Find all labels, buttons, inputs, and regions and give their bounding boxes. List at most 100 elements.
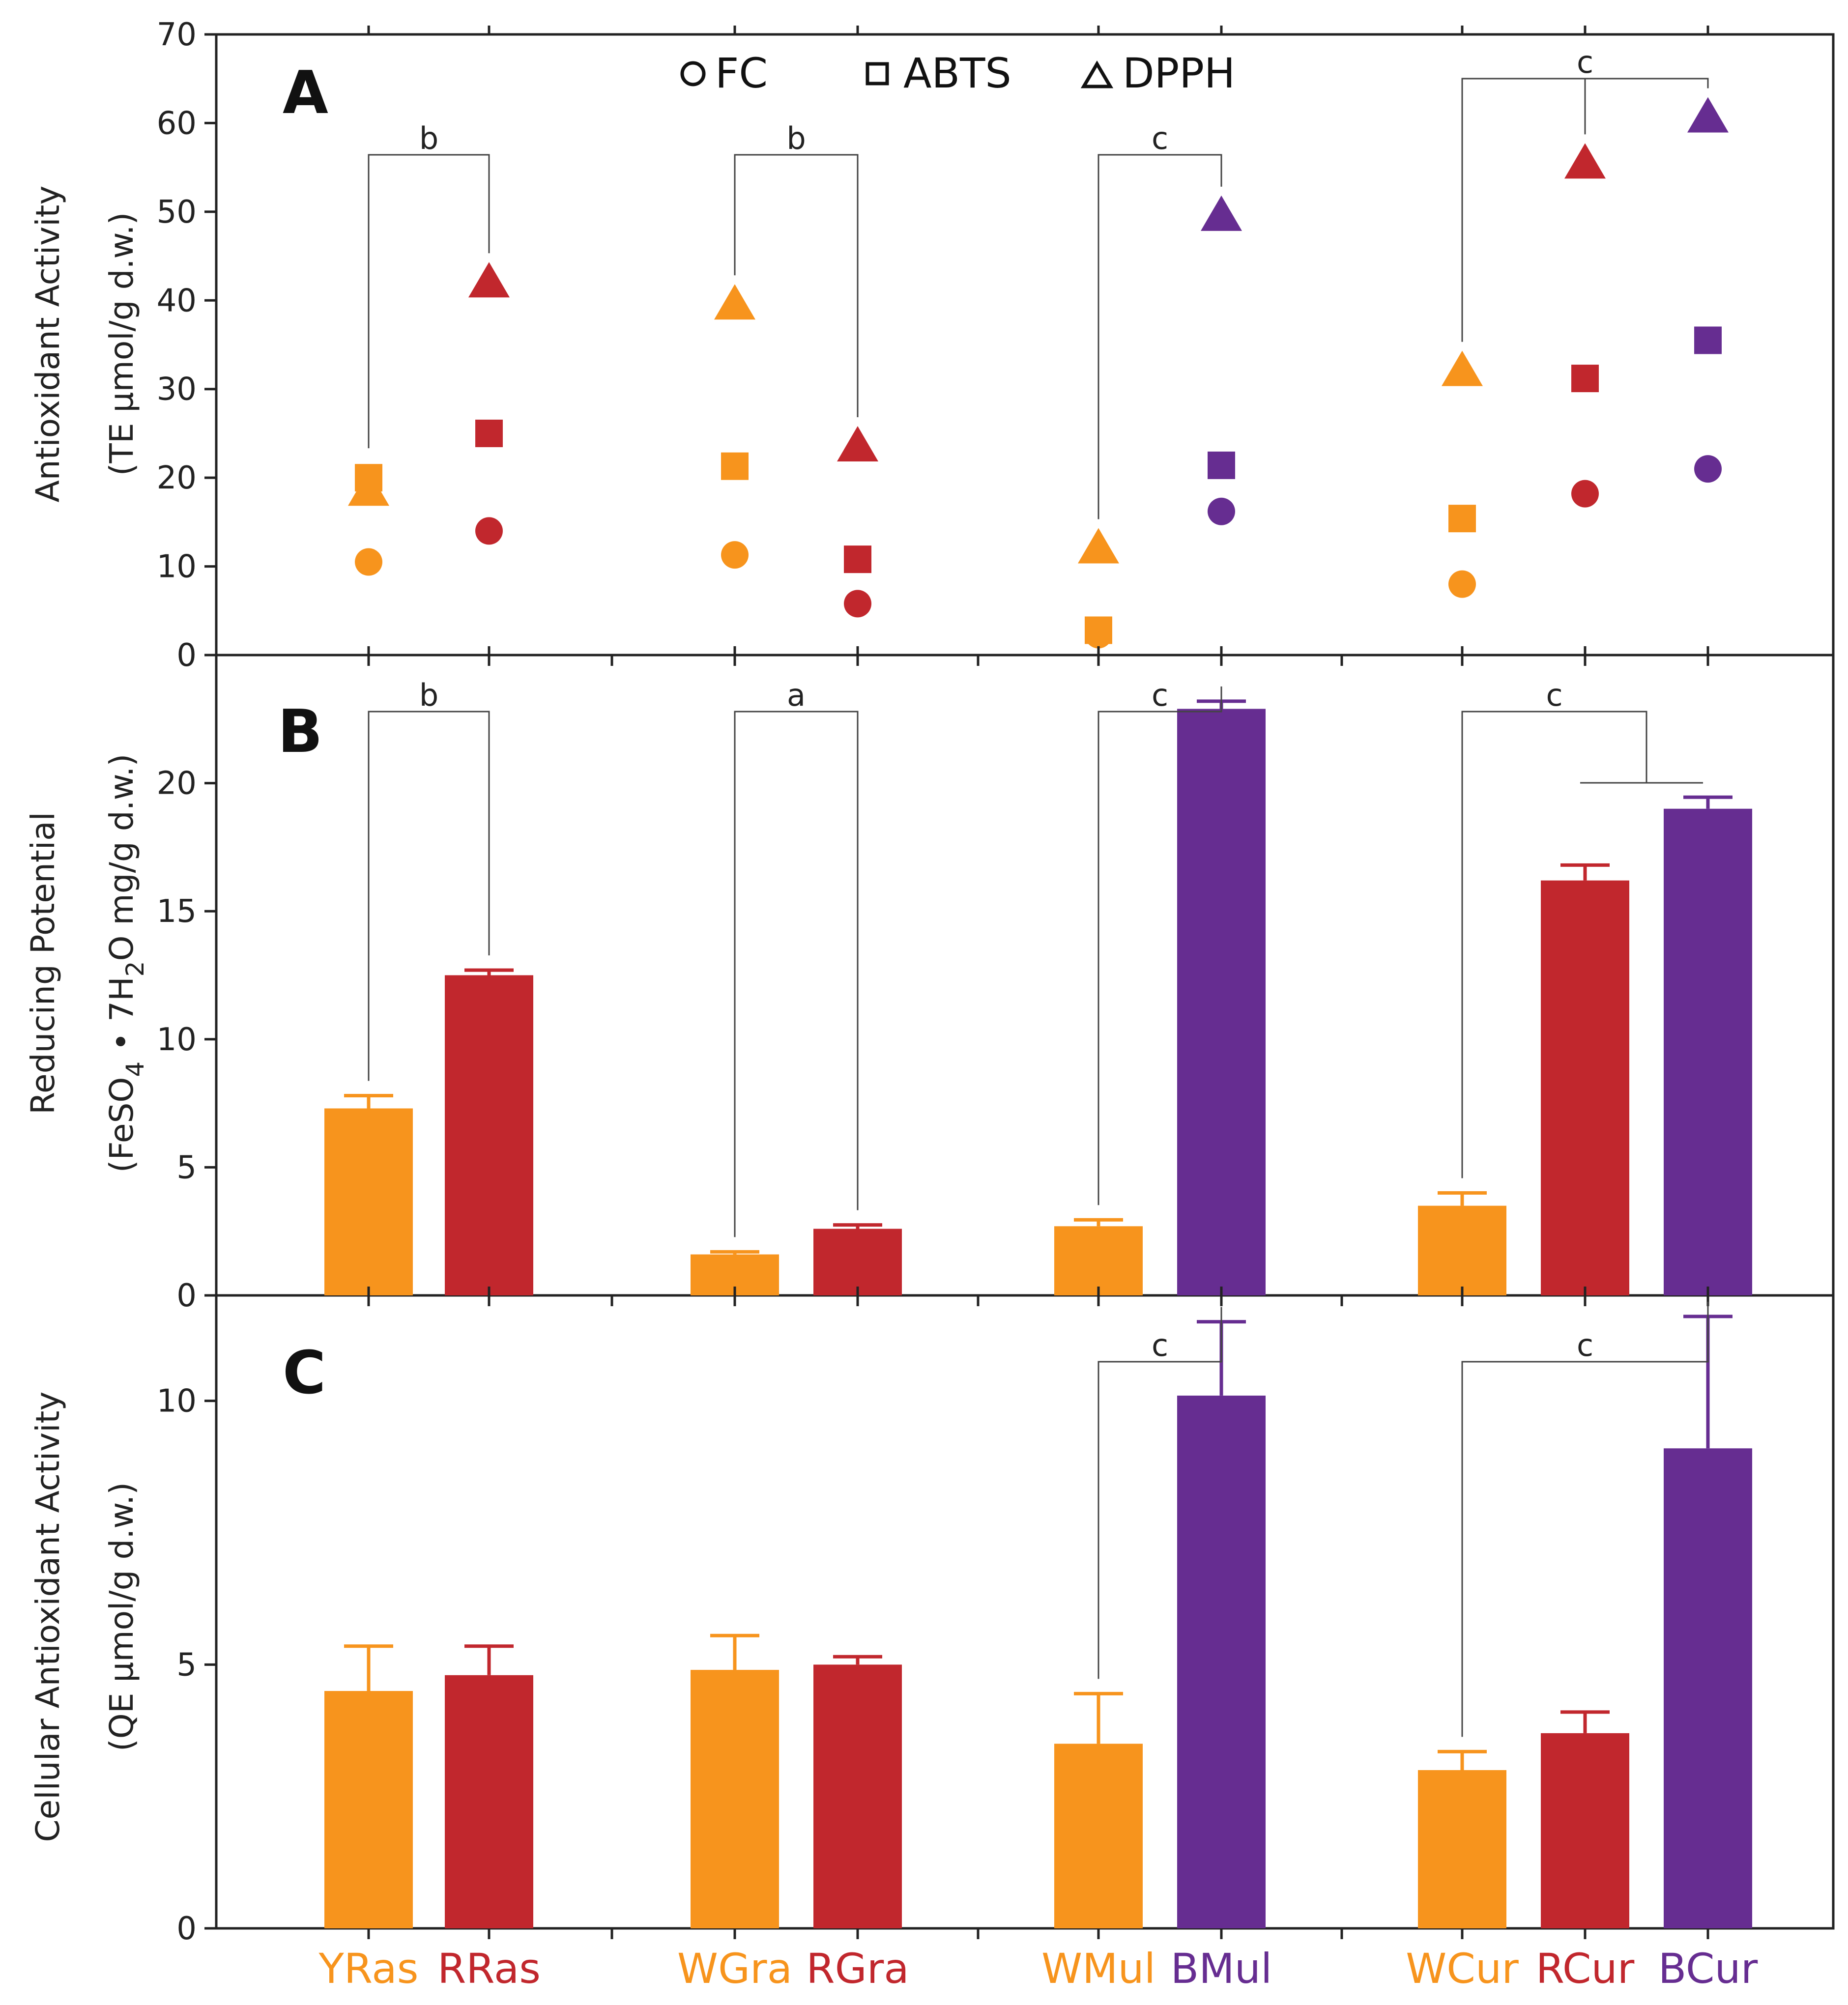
panel-a-ytick-label: 70 (157, 17, 197, 53)
category-label-wmul: WMul (1041, 1945, 1155, 1993)
panel-a-ytick-label: 40 (157, 283, 197, 319)
panel-c-bar-wmul (1054, 1744, 1143, 1928)
panel-a-abts-point (844, 545, 871, 573)
legend-triangle-icon (1080, 60, 1114, 88)
panel-a-sig-letter: b (786, 120, 806, 156)
panel-letter-a: A (283, 59, 328, 127)
panel-letter-b: B (278, 698, 322, 766)
panel-a-ylabel-line2: (TE μmol/g d.w.) (103, 212, 141, 476)
panel-a-sig-letter: c (1577, 44, 1593, 80)
panel-c-sig-bracket (1461, 1301, 1709, 1737)
legend-dpph-label: DPPH (1123, 49, 1235, 97)
panel-b-sig-bracket (1461, 711, 1647, 1178)
panel-a-dpph-point (837, 426, 878, 461)
panel-b-ytick-label: 5 (176, 1149, 197, 1186)
panel-a-abts-point (1571, 365, 1599, 393)
panel-c-ytick-label: 5 (176, 1647, 197, 1683)
panel-a-fc-point (355, 548, 382, 576)
chart-marks: 0 10 20 30 40 50 60 70 b b c c 0 5 10 15 20 b a c c 0 5 10 c c YRa… (157, 17, 1758, 1993)
panel-a-abts-point (1208, 451, 1235, 479)
panel-c-sig-letter: c (1152, 1327, 1168, 1363)
panel-a-ytick-label: 30 (157, 372, 197, 408)
panel-c-bar-bcur (1664, 1448, 1752, 1928)
panel-a-fc-point (721, 541, 749, 569)
panel-c-bar-yras (324, 1691, 413, 1928)
panel-b-bar-rgra (813, 1229, 902, 1295)
panel-c-ylabel-line1: Cellular Antioxidant Activity (29, 1392, 67, 1842)
panel-a-abts-point (1694, 326, 1722, 354)
panel-b-ytick-label: 20 (157, 766, 197, 802)
panel-a-ytick-label: 10 (157, 549, 197, 585)
panel-b-ytick-label: 15 (157, 893, 197, 930)
panel-a-frame (215, 33, 1835, 657)
panel-a-abts-point (475, 419, 503, 447)
panel-a-fc-point (1694, 455, 1722, 483)
panel-a-sig-letter: c (1152, 120, 1168, 156)
panel-b-sig-bracket (734, 711, 859, 1237)
category-label-rras: RRas (437, 1945, 541, 1993)
category-label-rcur: RCur (1536, 1945, 1635, 1993)
panel-a-sig-bracket (1097, 154, 1222, 519)
category-label-yras: YRas (318, 1945, 418, 1993)
panel-a-dpph-point (1442, 350, 1483, 386)
panel-b-sig-letter: a (787, 677, 806, 713)
panel-a-ytick-label: 60 (157, 105, 197, 142)
category-label-wgra: WGra (677, 1945, 792, 1993)
legend-circle-icon (680, 61, 706, 86)
category-label-wcur: WCur (1406, 1945, 1519, 1993)
panel-a-ytick-label: 0 (176, 637, 197, 674)
panel-c-bar-wgra (691, 1670, 779, 1928)
panel-b-ylabel-line1: Reducing Potential (24, 812, 62, 1115)
legend: FC ABTS DPPH (680, 49, 1235, 97)
category-label-bcur: BCur (1658, 1945, 1758, 1993)
panel-b-sig-letter: c (1546, 677, 1562, 713)
panel-b-bar-wmul (1054, 1226, 1143, 1295)
panel-c-bar-bmul (1177, 1395, 1266, 1928)
panel-c-frame (215, 1294, 1835, 1930)
panel-b-sig-letter: b (419, 677, 438, 713)
panel-a-sig-bracket (368, 154, 490, 449)
panel-b-bar-bcur (1664, 808, 1752, 1295)
category-label-rgra: RGra (806, 1945, 909, 1993)
panel-b-sig-letter: c (1152, 677, 1168, 713)
panel-a-ylabel-line1: Antioxidant Activity (29, 186, 67, 503)
panel-letter-c: C (283, 1339, 326, 1407)
panel-a-dpph-point (468, 262, 510, 298)
panel-b-bar-yras (324, 1108, 413, 1295)
panel-a-fc-point (1208, 497, 1235, 525)
panel-c-bar-rgra (813, 1664, 902, 1928)
panel-c-bar-rras (445, 1675, 533, 1928)
panel-b-bar-rras (445, 975, 533, 1295)
panel-c-sig-letter: c (1577, 1327, 1593, 1363)
panel-a-fc-point (844, 590, 871, 618)
panel-a-sig-letter: b (419, 120, 438, 156)
panel-a-dpph-point (1564, 143, 1606, 179)
panel-a-fc-point (1448, 570, 1476, 598)
panel-c-sig-bracket (1097, 1307, 1222, 1679)
legend-fc-label: FC (715, 49, 768, 97)
panel-c-bar-rcur (1541, 1733, 1629, 1928)
panel-a-dpph-point (1201, 195, 1242, 231)
panel-a-dpph-point (1078, 528, 1119, 564)
panel-b-ytick-label: 10 (157, 1022, 197, 1058)
panel-b-ylabel-line2: (FeSO4 • 7H2O mg/g d.w.) (103, 754, 149, 1173)
panel-b-sig-bracket (1097, 686, 1222, 1205)
category-label-bmul: BMul (1171, 1945, 1272, 1993)
panel-a-abts-point (721, 452, 749, 480)
panel-a-fc-point (1571, 480, 1599, 508)
panel-a-abts-point (1448, 505, 1476, 533)
panel-b-bar-bmul (1177, 709, 1266, 1295)
panel-b-bar-wcur (1418, 1205, 1506, 1295)
panel-a-ytick-label: 50 (157, 194, 197, 230)
panel-a-ytick-label: 20 (157, 460, 197, 496)
panel-c-ytick-label: 10 (157, 1383, 197, 1420)
panel-a-dpph-point (714, 284, 755, 320)
panel-c-ytick-label: 0 (176, 1911, 197, 1947)
legend-abts-label: ABTS (903, 49, 1011, 97)
panel-a-sig-bracket (734, 154, 859, 417)
panel-a-dpph-point (1687, 97, 1729, 133)
panel-a-abts-point (1085, 616, 1112, 644)
panel-a-dpph-point (348, 470, 389, 506)
panel-b-ytick-label: 0 (176, 1278, 197, 1314)
